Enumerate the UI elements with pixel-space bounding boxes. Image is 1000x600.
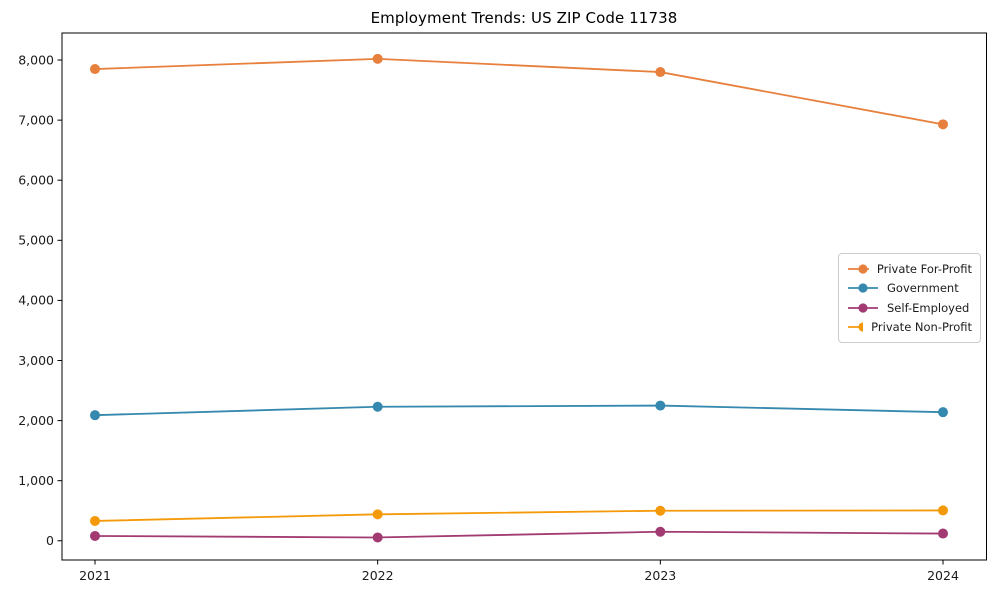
legend-marker-government bbox=[848, 283, 878, 293]
series-line-private-non-profit bbox=[94, 509, 944, 522]
data-point-private-for-profit-2023 bbox=[655, 67, 666, 78]
data-point-self-employed-2024 bbox=[938, 528, 949, 539]
y-tick-label: 2,000 bbox=[18, 413, 54, 428]
x-tick-label: 2024 bbox=[927, 568, 959, 583]
legend-label-private-non-profit: Private Non-Profit bbox=[871, 319, 972, 334]
data-point-self-employed-2022 bbox=[372, 532, 383, 543]
data-point-private-non-profit-2023 bbox=[655, 505, 666, 516]
chart-title: Employment Trends: US ZIP Code 11738 bbox=[370, 9, 678, 27]
data-point-self-employed-2021 bbox=[90, 530, 100, 541]
y-tick-label: 8,000 bbox=[18, 52, 54, 67]
legend: Private For-Profit Government Self-Employe… bbox=[838, 253, 981, 343]
legend-sample-point-government bbox=[858, 283, 868, 293]
series-line-government bbox=[94, 404, 944, 417]
y-tick-label: 6,000 bbox=[18, 173, 54, 188]
x-tick-label: 2023 bbox=[644, 568, 676, 583]
data-point-self-employed-2023 bbox=[655, 526, 666, 537]
data-point-private-non-profit-2021 bbox=[90, 515, 100, 526]
data-point-private-non-profit-2024 bbox=[938, 505, 949, 516]
series-line-self-employed bbox=[94, 530, 944, 539]
y-tick-label: 1,000 bbox=[18, 473, 54, 488]
legend-item-self-employed: Self-Employed bbox=[847, 299, 972, 317]
y-tick-label: 7,000 bbox=[18, 112, 54, 127]
x-tick-label: 2021 bbox=[79, 568, 111, 583]
y-tick-label: 3,000 bbox=[18, 353, 54, 368]
data-point-private-for-profit-2024 bbox=[938, 119, 949, 130]
data-point-government-2023 bbox=[655, 400, 666, 411]
y-tick-label: 4,000 bbox=[18, 293, 54, 308]
legend-item-government: Government bbox=[847, 279, 972, 297]
legend-item-private-for-profit: Private For-Profit bbox=[847, 260, 972, 278]
y-tick-label: 0 bbox=[46, 533, 54, 548]
legend-marker-self-employed bbox=[848, 303, 878, 313]
legend-marker-private-for-profit bbox=[848, 264, 869, 274]
series-line-private-for-profit bbox=[94, 57, 944, 126]
x-tick-label: 2022 bbox=[362, 568, 394, 583]
y-tick-label: 5,000 bbox=[18, 233, 54, 248]
data-point-private-non-profit-2022 bbox=[372, 509, 383, 520]
data-point-private-for-profit-2021 bbox=[90, 64, 100, 75]
data-point-government-2021 bbox=[90, 410, 100, 421]
legend-label-private-for-profit: Private For-Profit bbox=[876, 262, 972, 276]
data-point-private-for-profit-2022 bbox=[372, 53, 383, 64]
legend-sample-point-self-employed bbox=[858, 303, 868, 313]
legend-label-government: Government bbox=[887, 281, 959, 296]
legend-marker-private-non-profit bbox=[848, 322, 864, 332]
legend-sample-point-private-non-profit bbox=[858, 322, 864, 332]
data-point-government-2022 bbox=[372, 401, 383, 412]
data-point-government-2024 bbox=[938, 407, 949, 418]
legend-sample-point-private-for-profit bbox=[858, 264, 868, 274]
legend-item-private-non-profit: Private Non-Profit bbox=[847, 318, 972, 336]
plot-border bbox=[61, 32, 987, 561]
legend-label-self-employed: Self-Employed bbox=[887, 300, 970, 315]
